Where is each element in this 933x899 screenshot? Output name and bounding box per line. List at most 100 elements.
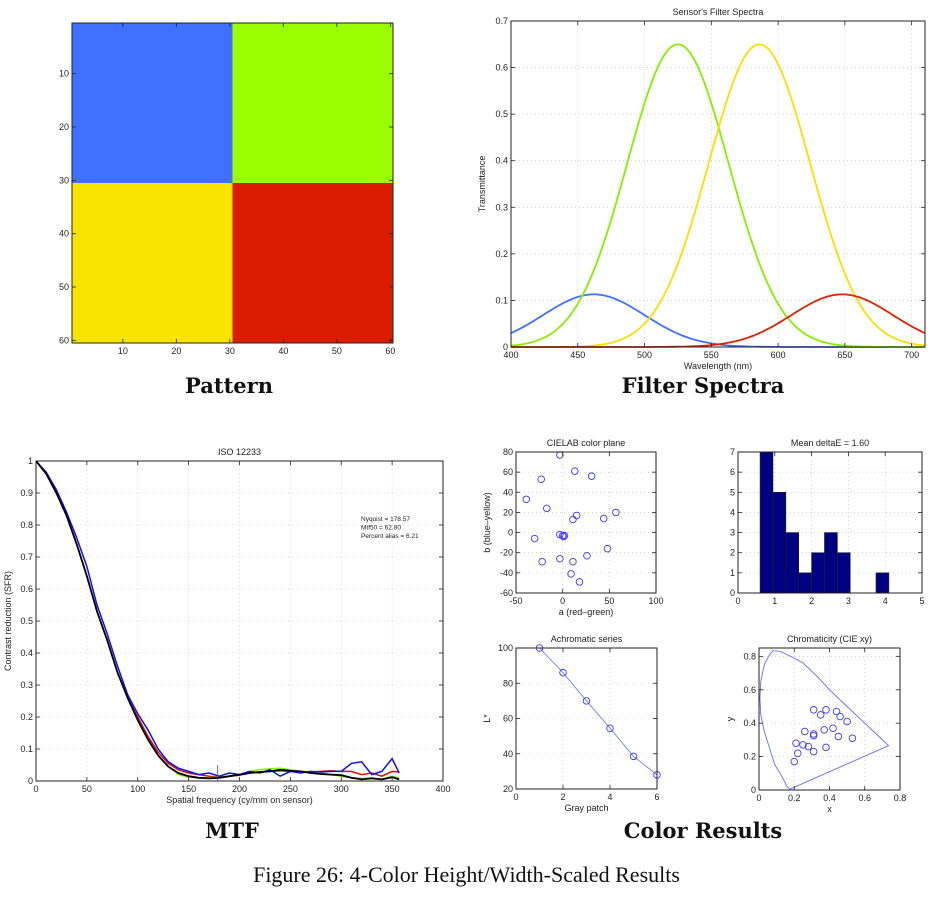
y-tick-label: 0.6: [743, 685, 756, 695]
axes-frame: [515, 647, 658, 790]
chromaticity-point: [816, 711, 825, 719]
x-tick-label: 0: [33, 784, 38, 794]
y-tick-label: 20: [503, 507, 513, 517]
y-tick-label: 0.1: [495, 295, 508, 305]
y-tick-label: 0.7: [20, 552, 33, 562]
x-tick-label: 600: [771, 350, 786, 360]
y-tick-label: 7: [730, 447, 735, 457]
x-tick-label: -50: [509, 596, 522, 606]
y-tick-label: 40: [59, 229, 69, 239]
spectrum-line-red: [511, 293, 926, 348]
y-tick-label: 0.8: [20, 520, 33, 530]
delta-e-histogram: 0 1 2 3 4 5 0 1 2 3 4 5 6 7 Mean deltaE = 1.60: [730, 438, 925, 606]
x-tick-label: 4: [607, 792, 612, 802]
chromaticity-point: [848, 734, 857, 742]
x-tick-label: 0: [756, 793, 761, 803]
y-tick-label: 6: [730, 467, 735, 477]
axes-frame: [71, 22, 394, 344]
chart-title: Sensor's Filter Spectra: [673, 7, 764, 17]
x-tick-label: 150: [181, 784, 196, 794]
achromatic-point: [582, 697, 591, 705]
x-axis-label: Gray patch: [564, 803, 608, 813]
y-tick-label: 4: [730, 507, 735, 517]
y-tick-label: 0.5: [495, 109, 508, 119]
y-tick-label: 0.4: [495, 156, 508, 166]
x-axis-label: Wavelength (nm): [684, 361, 752, 371]
x-tick-label: 1: [772, 596, 777, 606]
cielab-point: [543, 504, 551, 513]
y-tick-label: 0.2: [20, 712, 33, 722]
y-tick-label: 0.7: [495, 16, 508, 26]
histogram-bar: [824, 532, 838, 594]
x-tick-label: 450: [570, 350, 585, 360]
x-tick-label: 0: [513, 792, 518, 802]
x-tick-label: 50: [332, 346, 342, 356]
y-tick-label: 20: [503, 784, 513, 794]
y-axis-label: Contrast reduction (SFR): [3, 571, 13, 671]
histogram-bar: [759, 451, 774, 594]
x-tick-label: 250: [283, 784, 298, 794]
x-tick-label: 550: [704, 350, 719, 360]
y-tick-label: 5: [730, 487, 735, 497]
y-axis-label: b (blue–yellow): [482, 492, 492, 553]
x-axis-label: Spatial frequency (cy/mm on sensor): [166, 795, 313, 805]
x-tick-label: 2: [809, 596, 814, 606]
x-tick-label: 500: [637, 350, 652, 360]
x-tick-label: 350: [385, 784, 400, 794]
y-tick-label: 60: [59, 335, 69, 345]
y-tick-label: 40: [503, 749, 513, 759]
x-tick-label: 0.8: [894, 793, 907, 803]
histogram-bar: [772, 491, 787, 594]
y-tick-label: 100: [498, 643, 513, 653]
mtf-line-green: [35, 460, 400, 781]
mtf-annotation: Mtf50 = 62.80: [361, 525, 401, 532]
figure-caption: Figure 26: 4-Color Height/Width-Scaled R…: [253, 862, 680, 887]
histogram-bar: [785, 532, 800, 594]
cielab-point: [537, 475, 545, 483]
y-tick-label: 80: [503, 678, 513, 688]
x-tick-label: 200: [232, 784, 247, 794]
x-tick-label: 50: [82, 784, 92, 794]
achromatic-point: [606, 724, 614, 732]
x-tick-label: 0.2: [788, 793, 801, 803]
x-tick-label: 400: [435, 784, 450, 794]
chromaticity-point: [799, 741, 807, 749]
cielab-point: [567, 570, 575, 578]
x-tick-label: 0.6: [858, 793, 871, 803]
chart-title: Chromaticity (CIE xy): [787, 634, 872, 644]
pattern-chart: 10 20 30 40 50 60 10 20 30 40 50 60: [59, 22, 395, 356]
cielab-point: [587, 472, 596, 480]
x-tick-label: 5: [919, 596, 924, 606]
x-axis-label: x: [827, 804, 832, 814]
histogram-bar: [811, 552, 825, 594]
y-tick-label: 0: [751, 785, 756, 795]
cielab-point: [530, 534, 539, 543]
y-tick-label: -40: [500, 568, 513, 578]
y-axis-label: Transmittance: [477, 156, 487, 213]
y-tick-label: -20: [500, 548, 513, 558]
spectrum-line-yellow: [511, 43, 926, 348]
x-tick-label: 20: [171, 346, 181, 356]
chromaticity-point: [820, 726, 828, 734]
x-tick-label: 0: [735, 596, 740, 606]
cielab-point: [538, 558, 546, 566]
spectral-locus: [759, 650, 890, 790]
pattern-block-yellow: [72, 183, 233, 343]
x-tick-label: 650: [837, 350, 852, 360]
x-tick-label: 700: [904, 350, 919, 360]
y-tick-label: 2: [730, 548, 735, 558]
y-tick-label: 40: [503, 487, 513, 497]
mtf-line-blue: [35, 460, 400, 778]
y-tick-label: 30: [59, 175, 69, 185]
y-tick-label: 3: [730, 528, 735, 538]
x-tick-label: 40: [278, 346, 288, 356]
achromatic-point: [629, 752, 638, 761]
mtf-line-red: [35, 460, 400, 778]
achromatic-line: [539, 647, 658, 776]
cielab-point: [556, 555, 564, 563]
chromaticity-point: [843, 717, 851, 726]
histogram-bar: [837, 552, 851, 594]
x-tick-label: 4: [883, 596, 888, 606]
pattern-block-green: [232, 23, 393, 183]
